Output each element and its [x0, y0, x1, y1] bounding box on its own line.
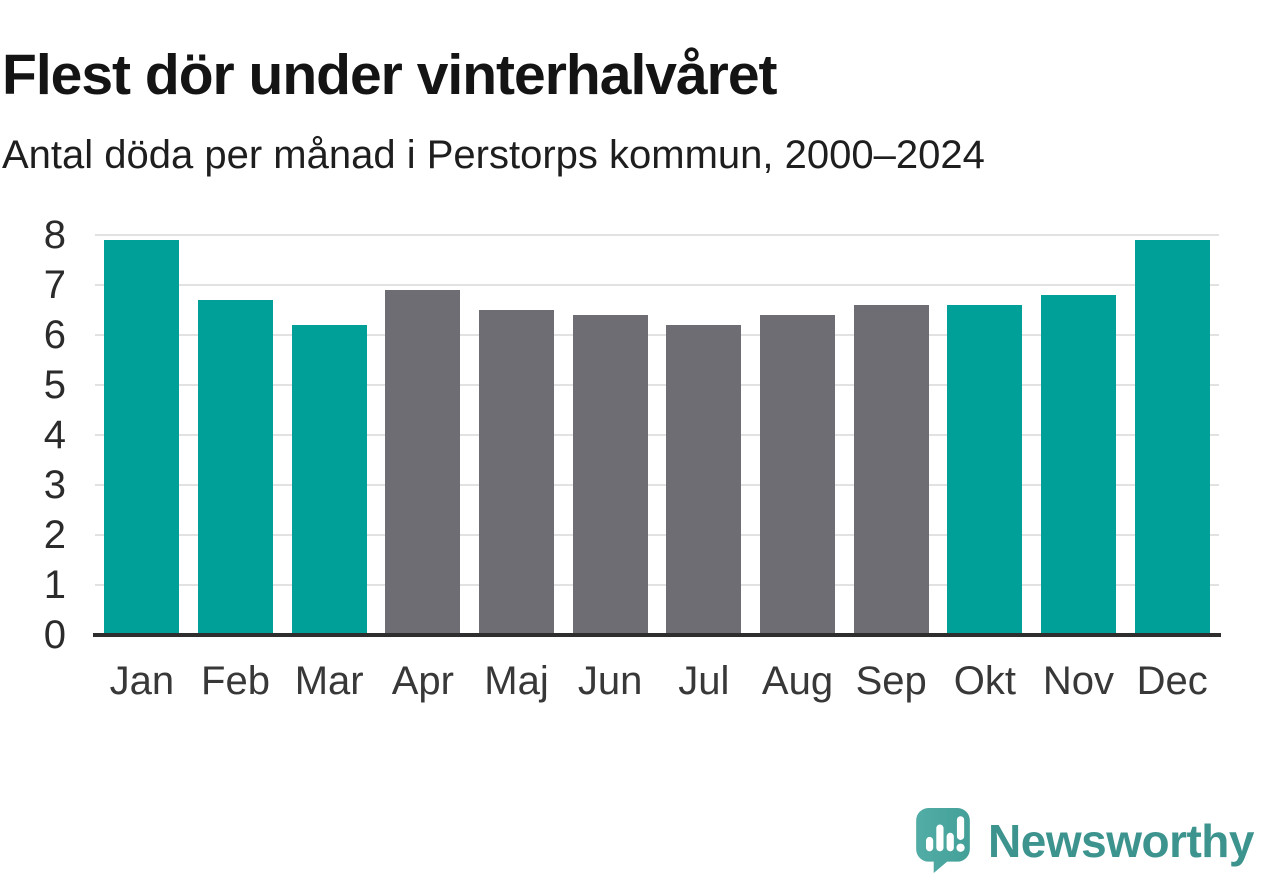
- x-axis-label-maj: Maj: [484, 659, 549, 703]
- bar-okt: [947, 305, 1023, 635]
- x-axis-line: [93, 633, 1221, 637]
- x-axis-label-okt: Okt: [953, 659, 1016, 703]
- x-axis-label-feb: Feb: [201, 659, 270, 703]
- y-axis-tick-label: 2: [43, 513, 66, 557]
- y-axis-tick-label: 3: [43, 463, 66, 507]
- bar-maj: [479, 310, 554, 635]
- bar-mar: [291, 325, 367, 635]
- newsworthy-brand: Newsworthy: [916, 808, 1254, 873]
- x-axis-label-nov: Nov: [1042, 659, 1115, 703]
- bar-feb: [198, 300, 273, 635]
- gridline-y1: [95, 584, 1219, 586]
- bar-sep: [853, 305, 929, 635]
- bar-jan: [104, 240, 180, 635]
- gridline-y6: [95, 334, 1219, 336]
- x-axis-label-sep: Sep: [855, 659, 927, 703]
- bar-aug: [760, 315, 835, 635]
- x-axis-label-jul: Jul: [678, 659, 730, 703]
- y-axis-tick-label: 1: [43, 563, 66, 607]
- gridline-y7: [95, 284, 1219, 286]
- x-axis-label-dec: Dec: [1136, 659, 1208, 703]
- gridline-y3: [95, 484, 1219, 486]
- y-axis-tick-label: 8: [43, 213, 66, 257]
- gridline-y4: [95, 434, 1219, 436]
- newsworthy-logo-icon: [916, 808, 970, 873]
- y-axis-tick-label: 6: [43, 313, 66, 357]
- gridline-y5: [95, 384, 1219, 386]
- x-axis-label-jan: Jan: [109, 659, 175, 703]
- bar-jul: [666, 325, 742, 635]
- bar-jun: [572, 315, 648, 635]
- gridline-y2: [95, 534, 1219, 536]
- y-axis-tick-label: 7: [43, 263, 66, 307]
- chart-title: Flest dör under vinterhalvåret: [2, 43, 778, 108]
- x-axis-label-aug: Aug: [761, 659, 834, 703]
- x-axis-label-mar: Mar: [294, 659, 364, 703]
- newsworthy-logo-text: Newsworthy: [988, 814, 1254, 867]
- y-axis-tick-label: 0: [43, 613, 66, 657]
- bar-nov: [1041, 295, 1116, 635]
- gridline-y8: [95, 234, 1219, 236]
- y-axis-tick-label: 4: [43, 413, 66, 457]
- chart-subtitle: Antal döda per månad i Perstorps kommun,…: [2, 133, 985, 177]
- bar-apr: [385, 290, 461, 635]
- y-axis-tick-label: 5: [43, 363, 66, 407]
- bar-dec: [1134, 240, 1210, 635]
- x-axis-label-apr: Apr: [391, 659, 454, 703]
- x-axis-label-jun: Jun: [577, 659, 643, 703]
